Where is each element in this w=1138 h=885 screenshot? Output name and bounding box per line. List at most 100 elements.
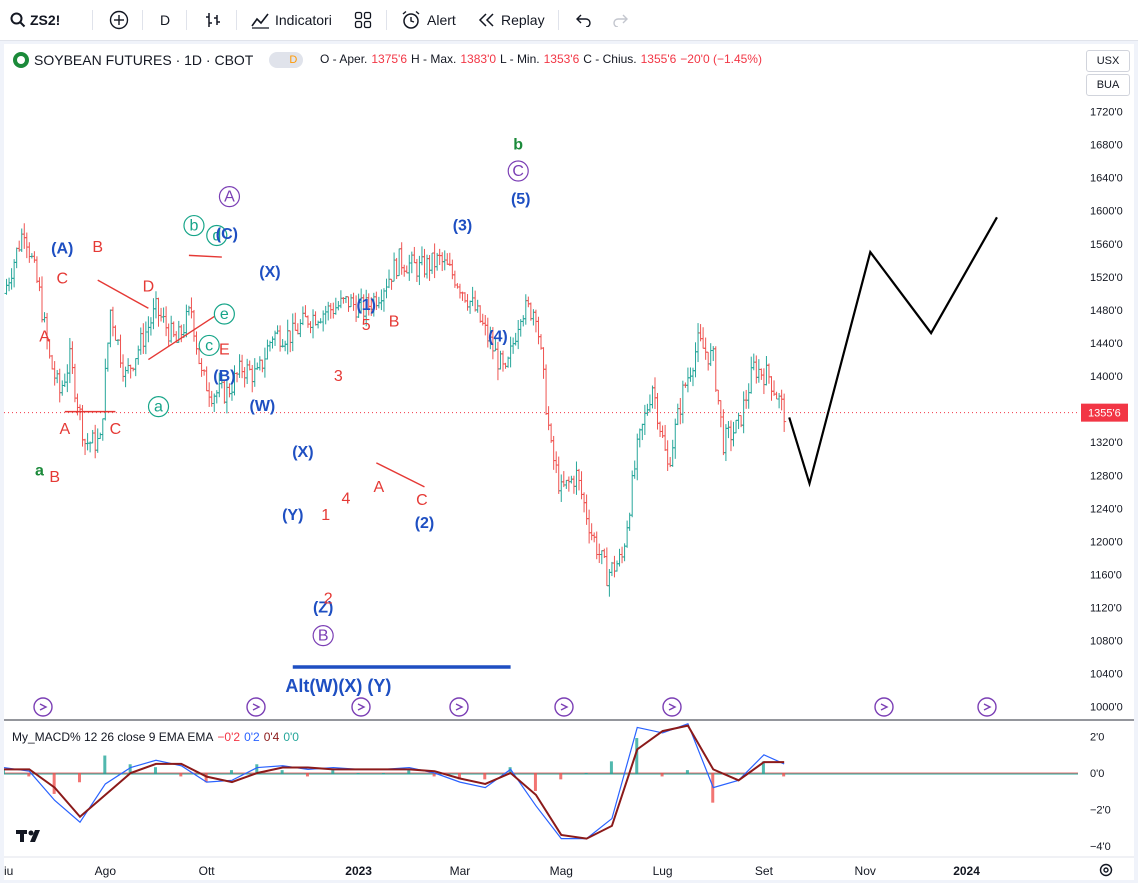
event-marker-arrow [455,703,464,711]
wave-label-circle [206,224,228,247]
time-tick-label: Giu [4,864,13,878]
price-tick-label: 1640'0 [1090,173,1123,185]
symbol-title: SOYBEAN FUTURES · 1D · CBOT [34,52,254,68]
macd-histogram-bar [559,773,563,780]
time-tick-label: Lug [653,864,673,878]
macd-histogram-bar [736,773,740,774]
change-value: −20'0 (−1.45%) [680,52,762,66]
time-tick-label: Ott [199,864,216,878]
event-marker-arrow [560,703,569,711]
macd-histogram-bar [782,773,786,777]
macd-histogram-bar [103,755,107,774]
interval-button[interactable]: D [160,12,171,28]
redo-button[interactable] [612,0,630,40]
settings-button[interactable] [1098,862,1114,883]
macd-histogram-bar [280,770,284,774]
compare-button[interactable] [108,0,130,40]
symbol-legend[interactable]: SOYBEAN FUTURES · 1D · CBOT D [12,50,304,70]
price-tick-label: 1680'0 [1090,140,1123,152]
time-tick-label: 2024 [953,864,980,878]
unit-button[interactable]: BUA [1086,74,1130,96]
wave-label: (Y) [282,507,303,524]
symbol-search-button[interactable]: ZS2! [10,0,60,40]
indicators-button[interactable]: Indicatori [250,0,332,40]
wave-label: 4 [342,490,351,507]
macd-histogram-bar [255,764,259,774]
low-label: L - Min. [500,52,540,66]
macd-histogram-bar [52,773,56,794]
delay-badge[interactable]: D [269,52,304,68]
wave-label-circle [147,396,170,418]
replay-label: Replay [501,12,545,28]
price-tick-label: 1120'0 [1090,603,1122,615]
wave-label-circle [218,186,241,208]
event-marker-arrow [39,703,48,711]
bar-chart-type-icon [206,13,220,27]
wave-label: 2 [324,590,333,607]
wave-label: D [143,279,155,296]
macd-histogram-bar [533,773,537,792]
wave-label: b [513,137,523,154]
replay-button[interactable]: Replay [478,0,545,40]
layout-button[interactable] [354,0,372,40]
event-marker-icon [977,697,997,717]
wave-label: (2) [415,515,435,532]
wave-label-circle [183,214,205,237]
wave-label: C [56,270,68,287]
trend-line [376,462,425,488]
wave-label: C [110,421,122,438]
toolbar-divider [386,10,387,30]
macd-histogram-bar [407,770,411,774]
macd-histogram-bar [457,773,461,780]
macd-histogram-bar [128,764,132,774]
toolbar-divider [186,10,187,30]
price-tick-label: 1480'0 [1090,305,1123,317]
trend-line [188,254,222,258]
wave-label: a [35,462,44,479]
macd-legend[interactable]: My_MACD% 12 26 close 9 EMA EMA −0'2 0'2 … [12,730,299,744]
macd-histogram-bar [179,773,183,777]
macd-value-2: 0'2 [244,730,260,744]
wave-label: (A) [51,241,73,258]
redo-icon [613,14,628,27]
wave-label: (C) [216,226,238,243]
wave-label: a [154,399,163,416]
macd-tick-label: −4'0 [1090,841,1111,853]
wave-label: 3 [334,368,343,385]
event-marker-arrow [668,703,677,711]
time-tick-label: 2023 [345,864,372,878]
wave-label: (4) [488,328,508,345]
alert-button[interactable]: Alert [400,0,456,40]
macd-histogram-bar [432,773,436,777]
event-marker-icon [662,697,682,717]
price-tick-label: 1160'0 [1090,569,1122,581]
price-tick-label: 1000'0 [1090,702,1123,714]
macd-histogram-bar [356,773,360,774]
wave-label: 5 [362,317,371,334]
time-tick-label: Mag [550,864,573,878]
undo-button[interactable] [574,0,592,40]
currency-button[interactable]: USX [1086,50,1130,72]
chart-type-button[interactable] [204,0,222,40]
open-value: 1375'6 [371,52,408,66]
exchange-logo-icon [13,52,29,68]
indicators-label: Indicatori [275,12,332,28]
wave-label: A [374,479,385,496]
time-tick-label: Mar [450,864,471,878]
high-value: 1383'0 [460,52,497,66]
event-marker-arrow [880,703,889,711]
price-tick-label: 1040'0 [1090,669,1123,681]
macd-histogram-bar [685,770,689,774]
wave-label: c [205,337,213,354]
event-marker-icon [246,697,266,717]
time-tick-label: Nov [855,864,876,878]
price-tick-label: 1600'0 [1090,206,1123,218]
tradingview-logo[interactable] [16,828,46,849]
search-icon [10,12,26,28]
trend-line [147,311,223,361]
wave-label: C [416,492,428,509]
macd-tick-label: 0'0 [1090,768,1104,780]
chart-canvas[interactable]: a A B A C (A) B C Da b c d e E (B) (C) A (X) (W) (X) (Y) 1 (Z)… [0,44,1134,880]
grid-layout-icon [354,11,372,29]
wave-label: Alt(W)(X) (Y) [285,676,391,696]
